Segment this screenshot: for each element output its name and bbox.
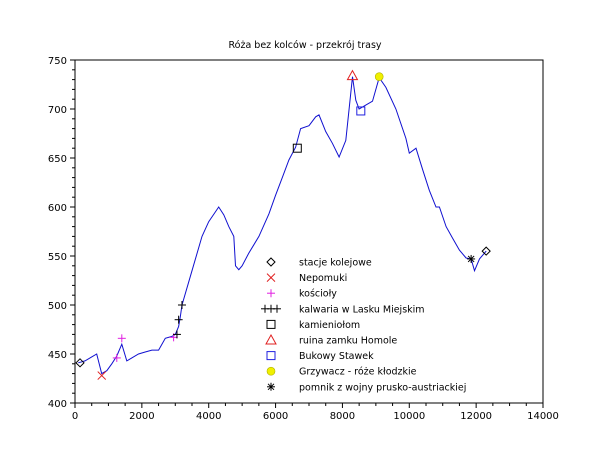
chart-title: Róża bez kolców - przekrój trasy <box>228 40 381 51</box>
legend-label: stacje kolejowe <box>299 258 372 269</box>
series-2-point <box>117 334 126 343</box>
legend-label: ruina zamku Homole <box>299 336 397 347</box>
legend-symbol <box>266 273 276 282</box>
y-tick-label: 550 <box>48 252 67 263</box>
x-tick-label: 10000 <box>393 411 425 422</box>
series-5-point-shape <box>346 69 359 81</box>
series-0-point <box>481 246 491 256</box>
profile-line-layer <box>78 76 487 375</box>
series-1-point-stroke <box>97 371 107 380</box>
series-1-point <box>97 371 107 380</box>
legend-label: Bukowy Stawek <box>299 351 374 362</box>
y-tick-label: 450 <box>48 350 67 361</box>
y-tick-label: 500 <box>48 301 67 312</box>
legend-label: kamieniołom <box>299 320 360 331</box>
legend-symbol <box>273 304 281 313</box>
y-tick-label: 750 <box>48 56 67 67</box>
legend-symbol-shape <box>266 319 276 329</box>
series-0-point-shape <box>481 246 491 256</box>
x-tick-label: 4000 <box>196 411 221 422</box>
legend-symbol <box>266 319 276 329</box>
legend-symbol <box>267 382 275 391</box>
legend-label: pomnik z wojny prusko-austriackiej <box>299 382 466 393</box>
legend-label: Nepomuki <box>299 273 347 284</box>
series-0-point <box>75 358 85 368</box>
markers-layer <box>75 69 491 380</box>
legend-symbol <box>266 351 276 361</box>
legend-symbol-shape <box>266 366 276 376</box>
y-tick-label: 400 <box>48 399 67 410</box>
legend-symbol <box>265 333 277 345</box>
series-3-point <box>172 330 181 339</box>
series-6-point-shape <box>356 106 366 116</box>
legend-symbol-stroke <box>267 383 275 391</box>
y-tick-label: 650 <box>48 154 67 165</box>
legend-symbol-stroke <box>266 273 276 282</box>
series-7-point <box>374 72 384 81</box>
series-8-point <box>467 254 476 263</box>
series-0-point-shape <box>75 358 85 368</box>
series-3-point <box>174 315 183 324</box>
series-4-point-shape <box>292 143 302 153</box>
series-8-point-stroke <box>467 255 475 263</box>
series-3-point <box>177 301 186 309</box>
legend-label: Grzywacz - róże kłodzkie <box>299 367 417 378</box>
legend-label: kalwaria w Lasku Miejskim <box>299 304 425 315</box>
x-tick-label: 8000 <box>330 411 355 422</box>
y-tick-label: 700 <box>48 105 67 116</box>
series-5-point <box>346 69 359 81</box>
series-6-point <box>356 106 366 116</box>
legend: stacje kolejowe Nepomuki kościoły kalwaria … <box>261 257 466 393</box>
legend-symbol <box>267 289 275 298</box>
x-tick-label: 14000 <box>527 411 559 422</box>
legend-label: kościoły <box>299 289 337 300</box>
legend-symbol <box>266 366 276 376</box>
x-tick-label: 2000 <box>129 411 154 422</box>
legend-symbol-shape <box>265 333 277 345</box>
series-2-point <box>112 353 121 362</box>
x-tick-label: 12000 <box>460 411 492 422</box>
legend-symbol-shape <box>266 257 276 267</box>
series-7-point-shape <box>374 72 384 81</box>
y-tick-label: 600 <box>48 203 67 214</box>
legend-symbol-kalwaria <box>261 304 281 313</box>
elevation-profile-line <box>78 76 487 375</box>
x-tick-label: 6000 <box>263 411 288 422</box>
legend-symbol-shape <box>266 351 276 361</box>
x-tick-label: 0 <box>72 411 78 422</box>
legend-symbol <box>266 257 276 267</box>
axes: 0 2000 4000 6000 8000 10000 12000 14000 400 450 50… <box>48 56 559 422</box>
series-4-point <box>292 143 302 153</box>
